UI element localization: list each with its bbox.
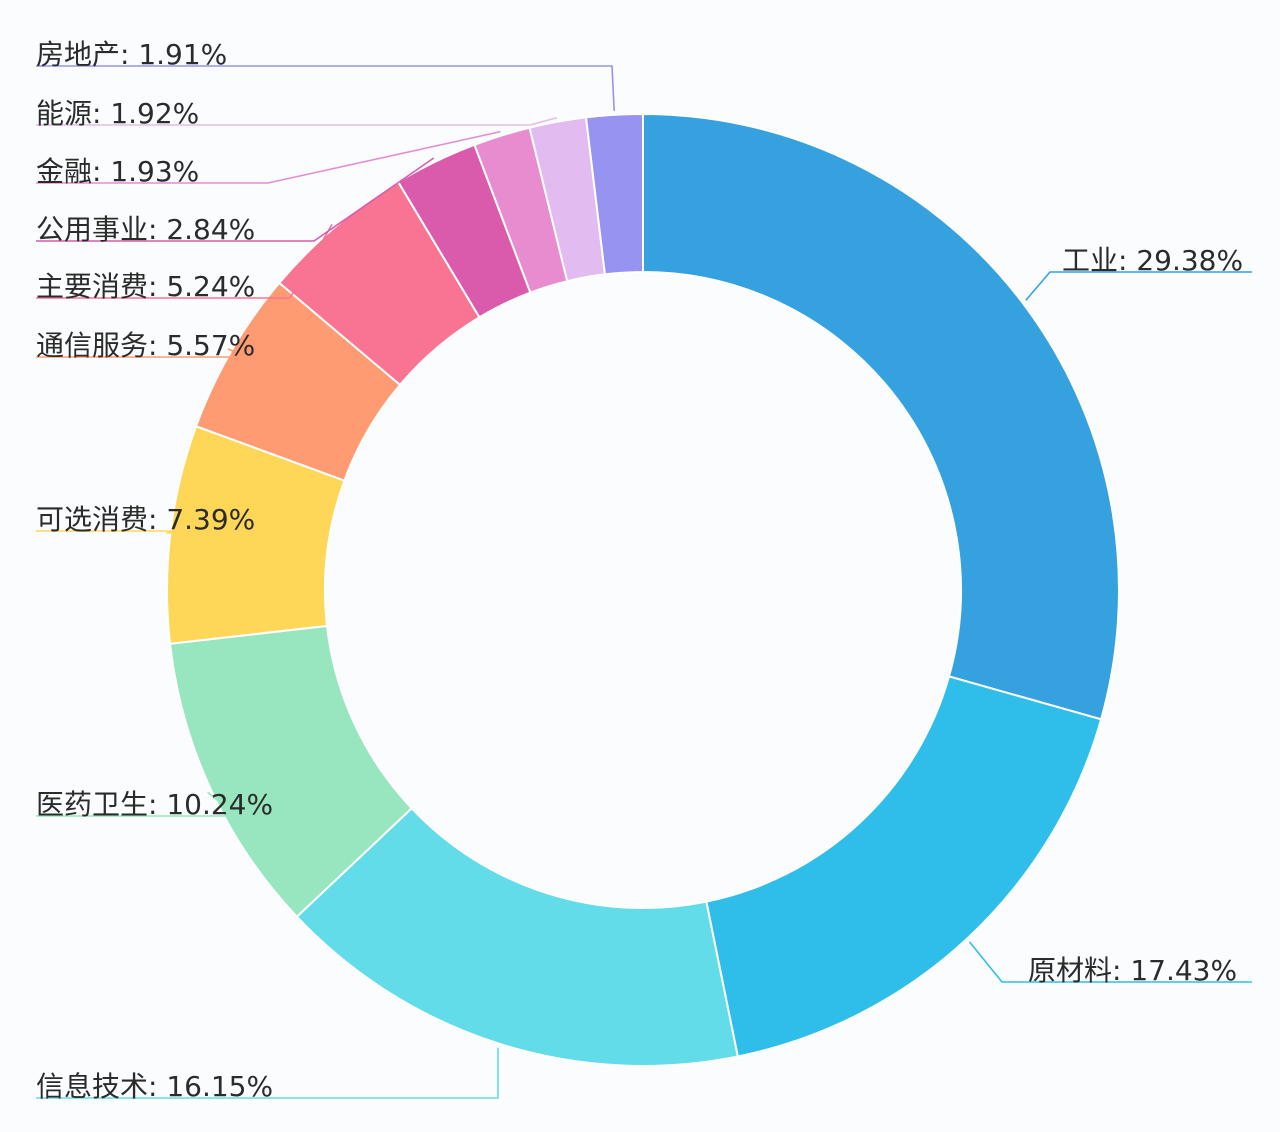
leader-lines-group [36, 65, 1252, 1099]
slice-10-label: 房地产: 1.91% [36, 38, 227, 71]
labels-group: 工业: 29.38% 原材料: 17.43% 信息技术: 16.15% 医药卫生: 1… [36, 38, 1243, 1103]
slice-1[interactable] [705, 675, 1103, 1058]
slice-0[interactable] [642, 112, 1120, 721]
slice-2-leader-line [36, 1047, 499, 1099]
slice-8-leader-line [36, 130, 501, 184]
slice-10[interactable] [584, 112, 644, 276]
slice-7-label: 公用事业: 2.84% [36, 213, 255, 246]
slice-3-leader-line [36, 791, 239, 817]
slices-group [166, 112, 1120, 1067]
slice-5-leader-line [36, 348, 247, 358]
slice-1-label: 原材料: 17.43% [1028, 954, 1237, 987]
slice-7-leader-line [36, 157, 435, 242]
slice-4-leader-line [36, 530, 189, 534]
slice-6-label: 主要消费: 5.24% [36, 270, 255, 303]
slice-3-label: 医药卫生: 10.24% [36, 788, 273, 821]
slice-5-label: 通信服务: 5.57% [36, 329, 255, 362]
slice-9-leader-line [36, 117, 558, 126]
slice-9-label: 能源: 1.92% [36, 97, 199, 130]
slice-0-leader-line [1025, 271, 1252, 301]
slice-1-leader-line [968, 941, 1252, 983]
slice-6-leader-line [36, 224, 333, 299]
slice-2[interactable] [295, 806, 739, 1067]
slice-10-leader-line [36, 65, 616, 111]
slice-4-label: 可选消费: 7.39% [36, 503, 255, 536]
slice-2-label: 信息技术: 16.15% [36, 1070, 273, 1103]
slice-0-label: 工业: 29.38% [1062, 244, 1243, 277]
slice-8-label: 金融: 1.93% [36, 155, 199, 188]
